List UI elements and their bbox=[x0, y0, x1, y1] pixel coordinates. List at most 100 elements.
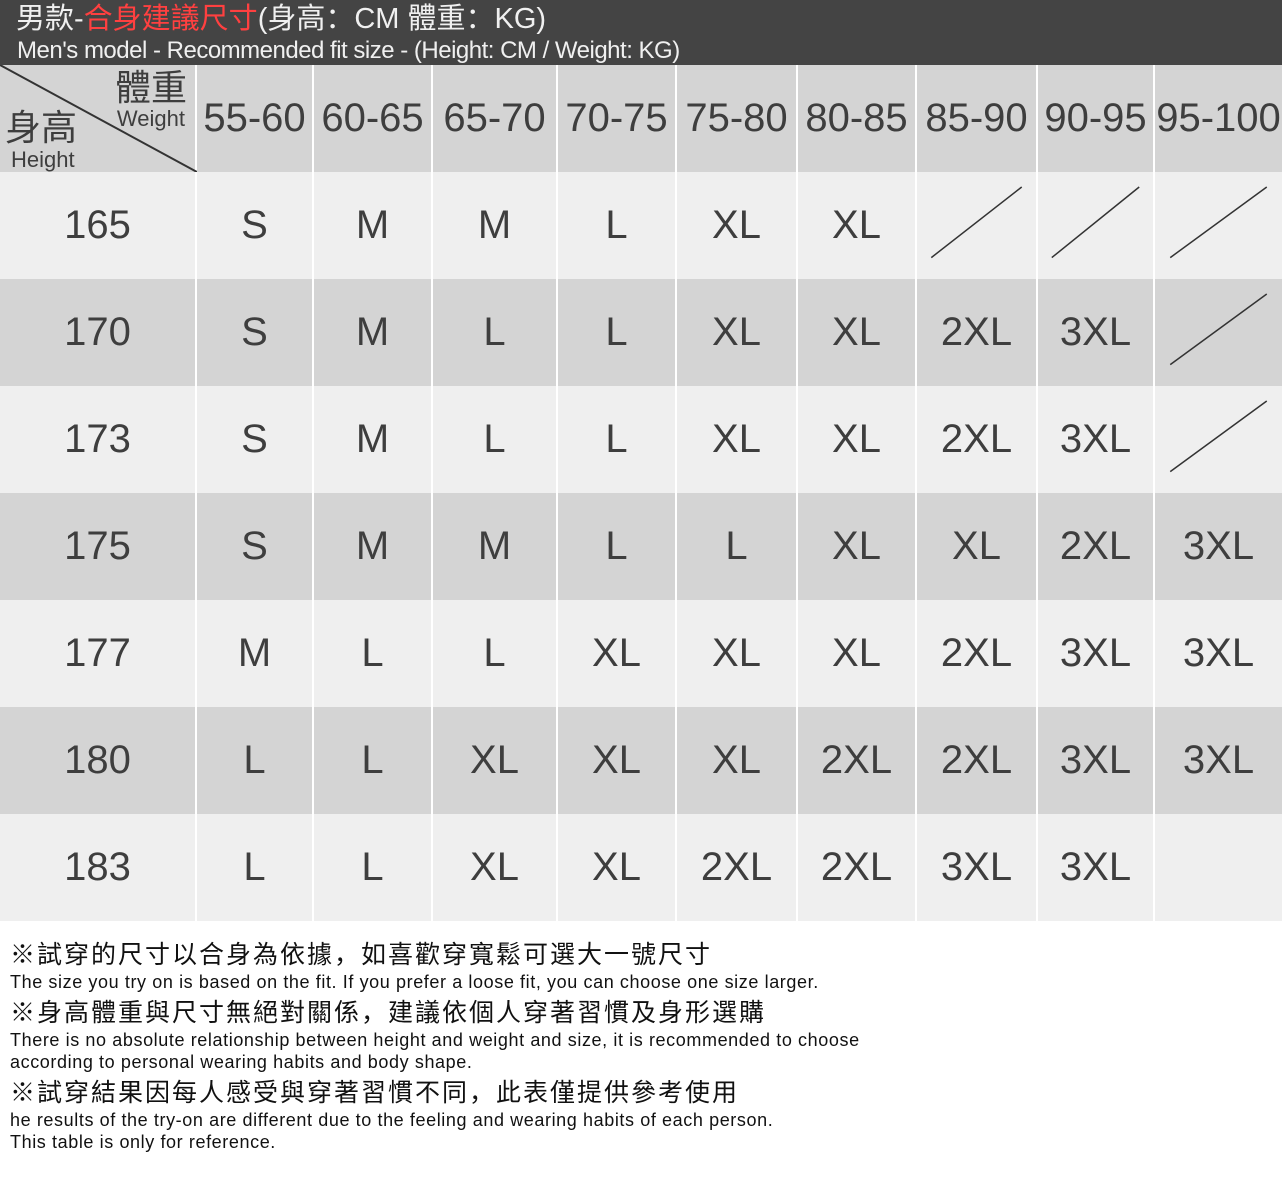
size-cell: 3XL bbox=[1182, 738, 1255, 782]
size-cell: 3XL bbox=[1182, 631, 1255, 675]
weight-column-header: 65-70 bbox=[433, 65, 558, 172]
height-cell: 180 bbox=[0, 707, 197, 814]
table-row: 173 S M L L XL XL 2XL 3XL bbox=[0, 386, 1282, 493]
height-cell: 165 bbox=[0, 172, 197, 279]
size-cell bbox=[1155, 814, 1282, 921]
weight-label-en: Weight bbox=[116, 106, 185, 131]
size-cell: 2XL bbox=[917, 600, 1038, 707]
height-cell: 183 bbox=[0, 814, 197, 921]
table-row: 165 S M M L XL XL bbox=[0, 172, 1282, 279]
size-cell: L bbox=[314, 707, 433, 814]
size-cell: L bbox=[433, 386, 558, 493]
size-cell: 2XL bbox=[917, 386, 1038, 493]
size-cell: 2XL bbox=[677, 814, 798, 921]
size-cell: 3XL bbox=[1038, 600, 1155, 707]
size-cell: XL bbox=[677, 386, 798, 493]
title-en: Men's model - Recommended fit size - (He… bbox=[17, 37, 680, 64]
size-cell: XL bbox=[677, 600, 798, 707]
size-cell: 3XL bbox=[1038, 386, 1155, 493]
note-zh: ※身高體重與尺寸無絕對關係，建議依個人穿著習慣及身形選購 bbox=[10, 999, 767, 1027]
size-cell: M bbox=[314, 386, 433, 493]
size-cell: M bbox=[433, 172, 558, 279]
size-cell: L bbox=[197, 814, 314, 921]
size-cell: 2XL bbox=[798, 707, 917, 814]
size-cell: XL bbox=[917, 493, 1038, 600]
size-cell: L bbox=[558, 172, 677, 279]
title-zh: 男款-合身建議尺寸(身高：CM 體重：KG) bbox=[16, 3, 546, 35]
notes: ※試穿的尺寸以合身為依據，如喜歡穿寬鬆可選大一號尺寸 The size you t… bbox=[10, 935, 1270, 1153]
size-cell: XL bbox=[798, 600, 917, 707]
weight-column-header: 55-60 bbox=[197, 65, 314, 172]
title-highlight: 合身建議尺寸 bbox=[83, 3, 258, 35]
size-cell: M bbox=[197, 600, 314, 707]
size-cell: 2XL bbox=[798, 814, 917, 921]
size-cell: L bbox=[314, 814, 433, 921]
size-cell: XL bbox=[677, 172, 798, 279]
corner-cell: 體重 Weight 身高 Height bbox=[0, 65, 197, 172]
size-cell: 3XL bbox=[1038, 814, 1155, 921]
size-table: 體重 Weight 身高 Height 55-60 60-65 65-70 70-75… bbox=[0, 65, 1282, 921]
height-label-zh: 身高 bbox=[5, 107, 78, 148]
note-en: according to personal wearing habits and… bbox=[10, 1052, 473, 1072]
size-cell: XL bbox=[677, 279, 798, 386]
not-available-slash bbox=[917, 172, 1038, 279]
size-cell: 3XL bbox=[1038, 279, 1155, 386]
table-row: 180 L L XL XL XL 2XL 2XL 3XL 3XL bbox=[0, 707, 1282, 814]
note-en: he results of the try-on are different d… bbox=[10, 1110, 774, 1130]
note-en: This table is only for reference. bbox=[10, 1132, 276, 1152]
size-cell: XL bbox=[558, 600, 677, 707]
weight-column-header: 85-90 bbox=[917, 65, 1038, 172]
size-cell: S bbox=[197, 493, 314, 600]
size-cell: M bbox=[433, 493, 558, 600]
size-cell: 2XL bbox=[917, 279, 1038, 386]
size-cell: XL bbox=[798, 172, 917, 279]
height-cell: 173 bbox=[0, 386, 197, 493]
size-cell: 3XL bbox=[1182, 524, 1255, 568]
size-cell: S bbox=[197, 279, 314, 386]
title-suffix: (身高：CM 體重：KG) bbox=[257, 3, 547, 35]
size-cell: M bbox=[314, 493, 433, 600]
note-en: The size you try on is based on the fit.… bbox=[10, 972, 819, 992]
size-cell: L bbox=[197, 707, 314, 814]
weight-column-header: 95-100 bbox=[1156, 96, 1281, 140]
size-cell: XL bbox=[798, 279, 917, 386]
size-cell: 2XL bbox=[1038, 493, 1155, 600]
note-en: There is no absolute relationship betwee… bbox=[10, 1030, 860, 1050]
size-cell: L bbox=[677, 493, 798, 600]
size-cell: 2XL bbox=[917, 707, 1038, 814]
height-label-en: Height bbox=[11, 147, 75, 172]
size-cell: L bbox=[433, 600, 558, 707]
size-cell: XL bbox=[433, 707, 558, 814]
title-bar: 男款-合身建議尺寸(身高：CM 體重：KG) Men's model - Rec… bbox=[0, 0, 1282, 65]
size-cell: L bbox=[558, 493, 677, 600]
size-cell: L bbox=[558, 279, 677, 386]
weight-column-header: 90-95 bbox=[1038, 65, 1155, 172]
size-cell: M bbox=[314, 172, 433, 279]
size-cell: XL bbox=[798, 386, 917, 493]
size-cell: S bbox=[197, 172, 314, 279]
note-zh: ※試穿結果因每人感受與穿著習慣不同，此表僅提供參考使用 bbox=[10, 1079, 740, 1107]
weight-label-zh: 體重 bbox=[114, 67, 187, 108]
size-cell: M bbox=[314, 279, 433, 386]
size-cell: L bbox=[558, 386, 677, 493]
height-cell: 177 bbox=[0, 600, 197, 707]
size-cell: XL bbox=[677, 707, 798, 814]
not-available-slash bbox=[1155, 279, 1282, 386]
size-cell: L bbox=[433, 279, 558, 386]
weight-column-header: 70-75 bbox=[558, 65, 677, 172]
table-row: 175 S M M L L XL XL 2XL 3XL bbox=[0, 493, 1282, 600]
weight-column-header: 75-80 bbox=[677, 65, 798, 172]
height-cell: 170 bbox=[0, 279, 197, 386]
size-cell: 3XL bbox=[1038, 707, 1155, 814]
size-cell: XL bbox=[558, 814, 677, 921]
table-row: 177 M L L XL XL XL 2XL 3XL 3XL bbox=[0, 600, 1282, 707]
not-available-slash bbox=[1038, 172, 1155, 279]
table-row: 170 S M L L XL XL 2XL 3XL bbox=[0, 279, 1282, 386]
note-zh: ※試穿的尺寸以合身為依據，如喜歡穿寬鬆可選大一號尺寸 bbox=[10, 941, 713, 969]
not-available-slash bbox=[1155, 172, 1282, 279]
not-available-slash bbox=[1155, 386, 1282, 493]
corner-diagonal bbox=[0, 65, 197, 172]
height-cell: 175 bbox=[0, 493, 197, 600]
size-cell: XL bbox=[798, 493, 917, 600]
size-cell: L bbox=[314, 600, 433, 707]
